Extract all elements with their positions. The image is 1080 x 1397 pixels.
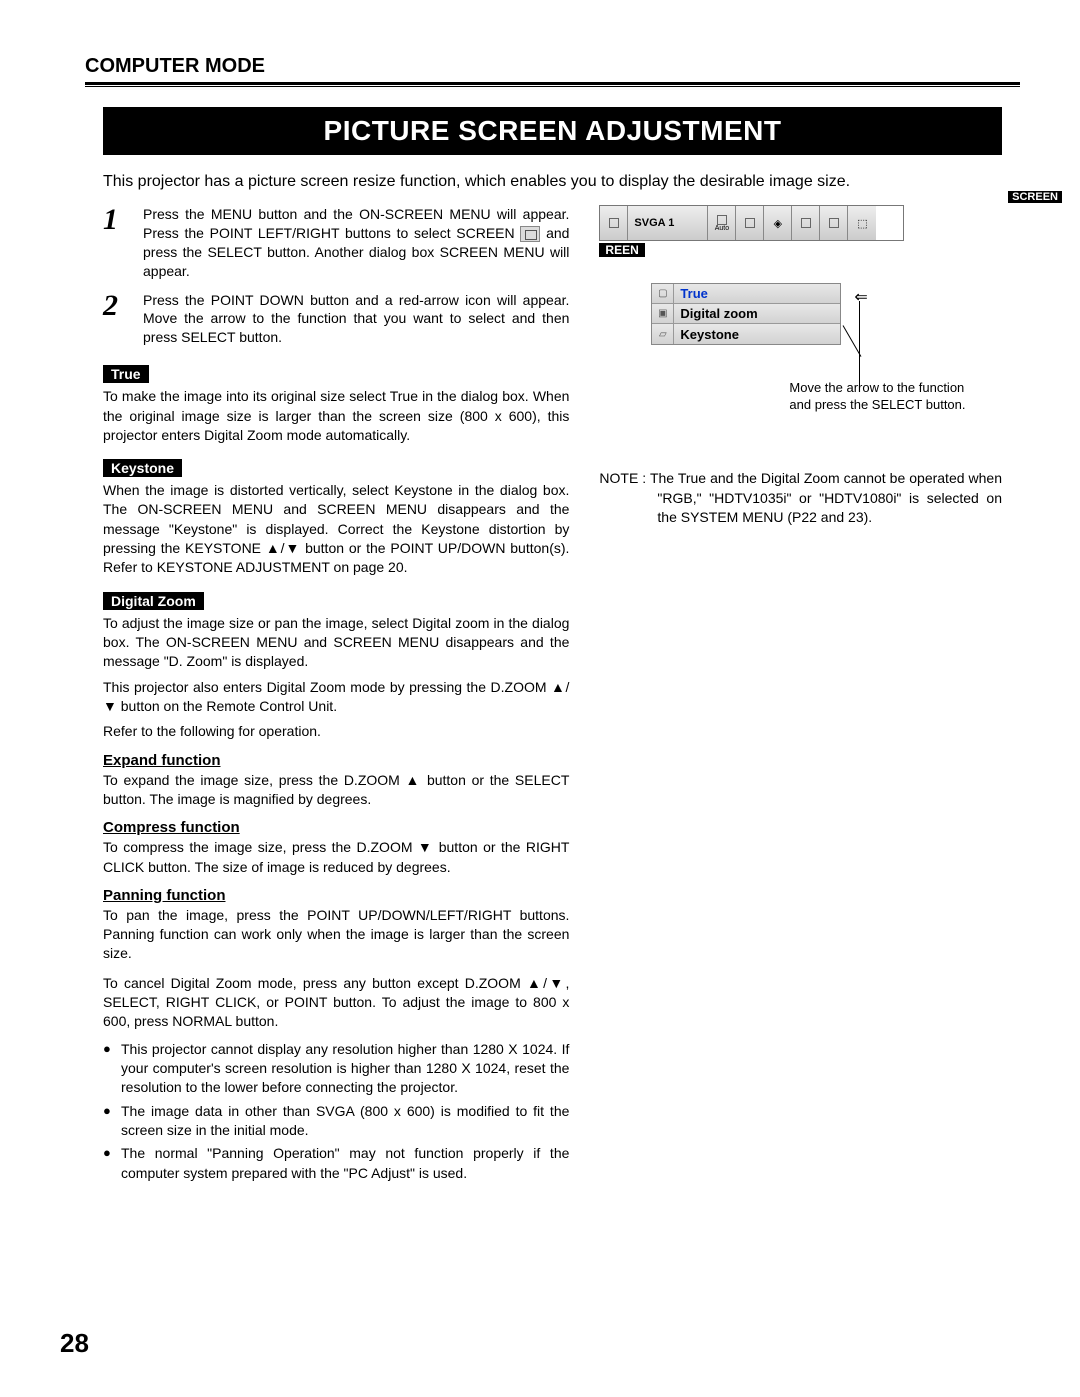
- osd-icon: [736, 206, 764, 240]
- step-1-body: Press the MENU button and the ON-SCREEN …: [143, 205, 569, 281]
- left-column: 1 Press the MENU button and the ON-SCREE…: [103, 205, 569, 1187]
- osd-illustration: SCREEN SVGA 1 Auto ◈ ⬚ REEN ▢ True ▣: [599, 205, 1002, 465]
- bullet-item: The normal "Panning Operation" may not f…: [103, 1144, 569, 1183]
- osd-row-label: Keystone: [674, 324, 840, 344]
- osd-icon: [820, 206, 848, 240]
- osd-row-digital-zoom: ▣ Digital zoom: [652, 304, 840, 324]
- intro-text: This projector has a picture screen resi…: [103, 173, 1002, 191]
- true-label: True: [103, 365, 149, 383]
- osd-pointer-arrow-icon: ⇐: [854, 287, 867, 307]
- osd-auto-icon: Auto: [708, 206, 736, 240]
- notes-bullet-list: This projector cannot display any resolu…: [103, 1040, 569, 1183]
- two-column-layout: 1 Press the MENU button and the ON-SCREE…: [103, 205, 1002, 1187]
- step-1-text-a: Press the MENU button and the ON-SCREEN …: [143, 206, 569, 241]
- bullet-item: The image data in other than SVGA (800 x…: [103, 1102, 569, 1141]
- step-1-number: 1: [103, 205, 143, 281]
- osd-row-true: ▢ True: [652, 284, 840, 304]
- step-2-number: 2: [103, 291, 143, 348]
- page-title-banner: PICTURE SCREEN ADJUSTMENT: [103, 107, 1002, 155]
- dz-body-1: To adjust the image size or pan the imag…: [103, 614, 569, 672]
- dz-body-3: Refer to the following for operation.: [103, 722, 569, 741]
- page-number: 28: [60, 1328, 89, 1359]
- step-1: 1 Press the MENU button and the ON-SCREE…: [103, 205, 569, 281]
- compress-body: To compress the image size, press the D.…: [103, 838, 569, 877]
- compress-heading: Compress function: [103, 819, 569, 836]
- osd-row-label: Digital zoom: [674, 304, 840, 323]
- osd-row-icon: ▢: [652, 284, 674, 303]
- keystone-label: Keystone: [103, 459, 182, 477]
- step-2: 2 Press the POINT DOWN button and a red-…: [103, 291, 569, 348]
- expand-heading: Expand function: [103, 752, 569, 769]
- osd-icon: [600, 206, 628, 240]
- osd-menubar: SVGA 1 Auto ◈ ⬚: [599, 205, 904, 241]
- step-2-body: Press the POINT DOWN button and a red-ar…: [143, 291, 569, 348]
- osd-icon: ◈: [764, 206, 792, 240]
- osd-auto-text: Auto: [715, 225, 729, 232]
- osd-svga-label: SVGA 1: [628, 206, 708, 240]
- osd-caption: Move the arrow to the function and press…: [789, 380, 969, 414]
- osd-row-keystone: ▱ Keystone: [652, 324, 840, 344]
- divider-thin: [85, 86, 1020, 87]
- cancel-body: To cancel Digital Zoom mode, press any b…: [103, 974, 569, 1032]
- osd-row-label: True: [674, 284, 840, 303]
- osd-submenu: ▢ True ▣ Digital zoom ▱ Keystone: [651, 283, 841, 345]
- true-body: To make the image into its original size…: [103, 387, 569, 445]
- panning-body: To pan the image, press the POINT UP/DOW…: [103, 906, 569, 964]
- dz-body-2: This projector also enters Digital Zoom …: [103, 678, 569, 717]
- osd-row-icon: ▣: [652, 304, 674, 323]
- expand-body: To expand the image size, press the D.ZO…: [103, 771, 569, 810]
- right-column: SCREEN SVGA 1 Auto ◈ ⬚ REEN ▢ True ▣: [599, 205, 1002, 1187]
- osd-reen-tag: REEN: [599, 243, 644, 257]
- screen-icon: [520, 226, 540, 242]
- osd-screen-tag: SCREEN: [1008, 191, 1062, 203]
- osd-leader-line: [859, 301, 860, 385]
- panning-heading: Panning function: [103, 887, 569, 904]
- keystone-body: When the image is distorted vertically, …: [103, 481, 569, 578]
- osd-row-icon: ▱: [652, 324, 674, 344]
- osd-icon: ⬚: [848, 206, 876, 240]
- divider-thick: [85, 82, 1020, 85]
- section-header: COMPUTER MODE: [85, 55, 1020, 78]
- note-text: NOTE : The True and the Digital Zoom can…: [599, 469, 1002, 528]
- digital-zoom-label: Digital Zoom: [103, 592, 204, 610]
- bullet-item: This projector cannot display any resolu…: [103, 1040, 569, 1098]
- osd-icon: [792, 206, 820, 240]
